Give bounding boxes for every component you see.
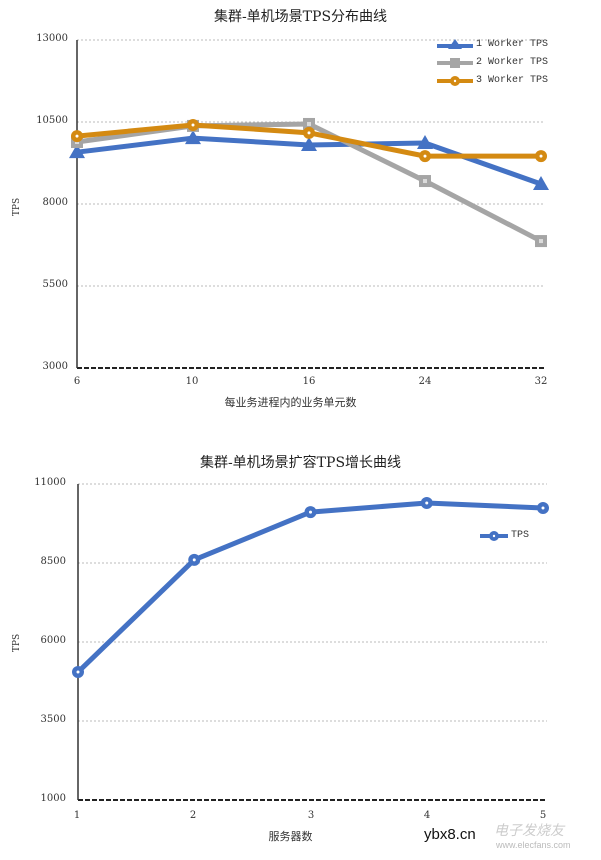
chart1-legend: 1 Worker TPS 2 Worker TPS 3 Worker TPS xyxy=(437,35,548,89)
chart2-ytick: 6000 xyxy=(40,635,66,646)
chart2-xtick: 3 xyxy=(307,810,315,821)
legend-label: 1 Worker TPS xyxy=(476,38,549,50)
chart2-xlabel: 服务器数 xyxy=(268,830,313,843)
triangle-marker-icon xyxy=(185,130,201,145)
chart1-xtick: 6 xyxy=(73,376,81,387)
chart2-xtick: 2 xyxy=(189,810,197,821)
chart1-ytick: 3000 xyxy=(42,361,68,372)
triangle-marker-icon xyxy=(417,134,433,149)
chart1-ytick: 5500 xyxy=(42,279,68,290)
chart1-title: 集群-单机场景TPS分布曲线 xyxy=(213,9,388,25)
legend-label: 2 Worker TPS xyxy=(476,56,549,68)
circle-marker-icon xyxy=(437,75,473,86)
chart1-xlabel: 每业务进程内的业务单元数 xyxy=(224,396,357,409)
chart2-ytick: 11000 xyxy=(34,477,66,488)
tps-scaling-chart: 集群-单机场景扩容TPS增长曲线 11000 8500 6000 3500 10… xyxy=(0,420,601,860)
chart1-xtick: 10 xyxy=(185,376,199,387)
chart2-xtick: 4 xyxy=(423,810,431,821)
chart2-ytick: 1000 xyxy=(40,793,66,804)
series-line xyxy=(76,500,544,674)
legend-item: 2 Worker TPS xyxy=(437,53,548,71)
triangle-marker-icon xyxy=(437,39,473,49)
chart2-ytick: 3500 xyxy=(40,714,66,725)
chart1-xtick: 24 xyxy=(418,376,432,387)
chart1-xtick: 16 xyxy=(302,376,316,387)
legend-item: 1 Worker TPS xyxy=(437,35,548,53)
triangle-marker-icon xyxy=(69,144,85,159)
watermark-site: ybx8.cn xyxy=(424,826,476,843)
circle-marker-icon xyxy=(480,530,508,541)
tps-distribution-chart: 集群-单机场景TPS分布曲线 13000 10500 8000 5500 300… xyxy=(0,0,601,420)
watermark-brand: 电子发烧友 xyxy=(494,823,564,839)
chart2-plot-area xyxy=(72,483,549,801)
legend-item: TPS xyxy=(480,526,529,544)
chart2-xtick: 5 xyxy=(539,810,547,821)
legend-label: TPS xyxy=(511,529,530,541)
square-marker-icon xyxy=(437,57,473,68)
triangle-marker-icon xyxy=(533,175,549,190)
chart1-xtick: 32 xyxy=(534,376,548,387)
triangle-marker-icon xyxy=(301,136,317,151)
chart1-ytick: 10500 xyxy=(36,115,68,126)
legend-item: 3 Worker TPS xyxy=(437,71,548,89)
chart2-title: 集群-单机场景扩容TPS增长曲线 xyxy=(199,455,402,471)
chart2-legend: TPS xyxy=(480,526,529,544)
legend-label: 3 Worker TPS xyxy=(476,74,549,86)
chart2-xtick: 1 xyxy=(73,810,81,821)
chart1-ylabel: TPS xyxy=(12,197,23,217)
chart1-plot-area xyxy=(69,39,549,369)
watermark-url: www.elecfans.com xyxy=(496,840,571,850)
chart2-ylabel: TPS xyxy=(12,633,23,653)
chart1-ytick: 13000 xyxy=(36,33,68,44)
chart2-ytick: 8500 xyxy=(40,556,66,567)
chart1-ytick: 8000 xyxy=(42,197,68,208)
